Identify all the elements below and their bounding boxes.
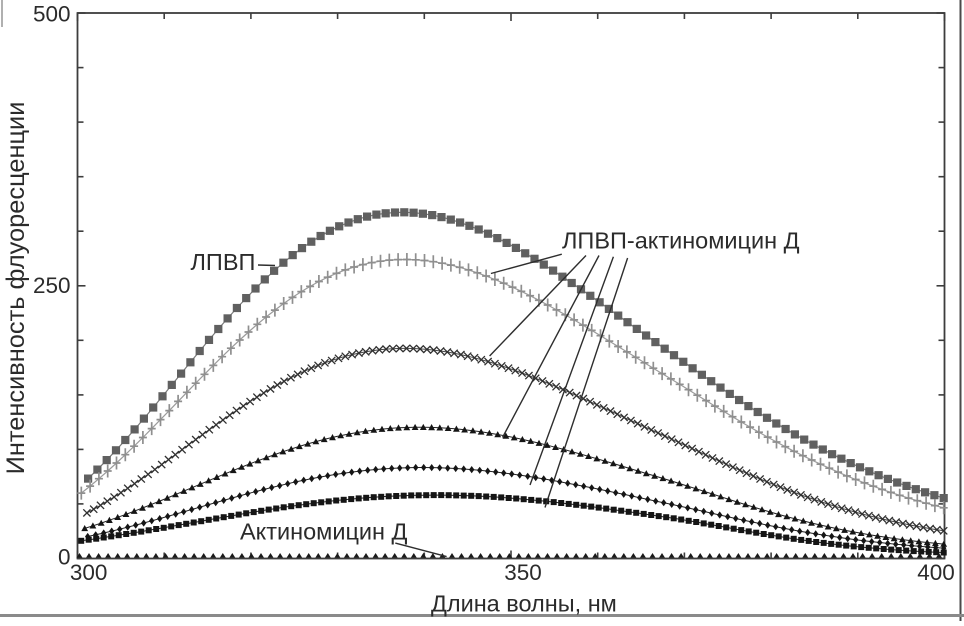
svg-text:ЛПВП: ЛПВП [191, 249, 256, 275]
svg-text:0: 0 [58, 545, 71, 570]
svg-text:400: 400 [917, 560, 955, 585]
svg-text:500: 500 [33, 2, 71, 27]
svg-text:250: 250 [33, 273, 71, 298]
svg-text:350: 350 [504, 560, 542, 585]
svg-text:300: 300 [70, 560, 108, 585]
svg-text:Интенсивность флуоресценции: Интенсивность флуоресценции [2, 102, 30, 475]
svg-text:Длина волны, нм: Длина волны, нм [431, 591, 617, 617]
svg-text:ЛПВП-актиномицин Д: ЛПВП-актиномицин Д [562, 228, 800, 254]
svg-text:Актиномицин Д: Актиномицин Д [240, 519, 408, 545]
